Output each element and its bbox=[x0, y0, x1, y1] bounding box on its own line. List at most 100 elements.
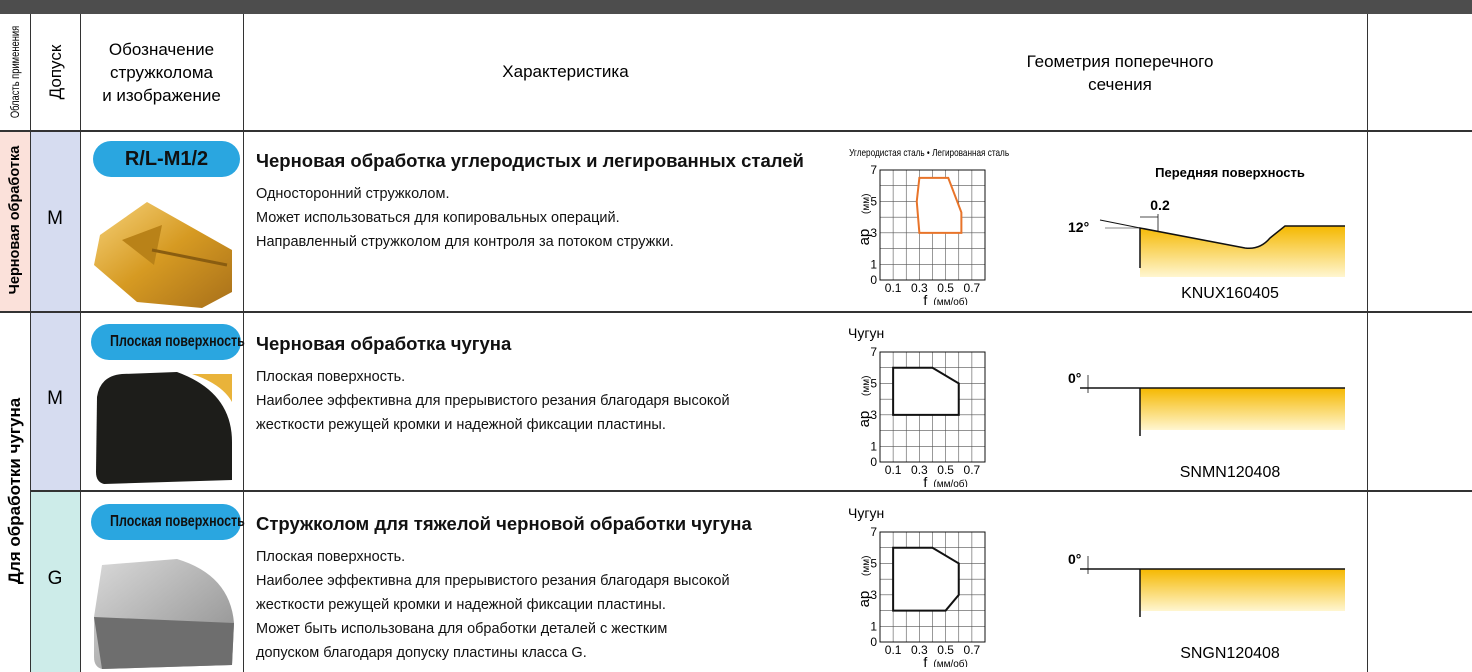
badge: Плоская поверхность bbox=[110, 513, 245, 530]
y-label: ap bbox=[856, 591, 873, 608]
header-line: Обозначение bbox=[108, 40, 215, 59]
x-tick-label: 0.3 bbox=[911, 463, 928, 477]
insert-code: SNMN120408 bbox=[1180, 464, 1281, 481]
range-area bbox=[892, 366, 960, 416]
header-bg bbox=[0, 14, 1367, 130]
x-tick-label: 0.1 bbox=[885, 281, 902, 295]
row-text: Черновая обработка углеродистых и легиро… bbox=[256, 150, 851, 254]
tol-bg bbox=[30, 311, 80, 490]
header-tolerance: Допуск bbox=[46, 44, 65, 100]
chart-title: Углеродистая сталь • Легированная сталь bbox=[849, 147, 1009, 158]
y-tick-label: 0 bbox=[870, 455, 877, 469]
tol-bg bbox=[30, 130, 80, 311]
x-tick-label: 0.7 bbox=[964, 463, 981, 477]
x-label: f bbox=[923, 292, 927, 305]
top-bar bbox=[0, 0, 1472, 14]
y-tick-label: 5 bbox=[870, 376, 877, 390]
rule bbox=[0, 311, 1472, 313]
header-designation: Обозначение стружколома и изображение bbox=[80, 38, 243, 107]
geometry-diagram: 0° SNMN120408 bbox=[1068, 370, 1345, 481]
rule bbox=[0, 130, 1472, 132]
range-chart: Углеродистая сталь • Легированная сталь 7… bbox=[849, 147, 1009, 305]
header-characteristic: Характеристика bbox=[502, 62, 629, 81]
angle-label: 12° bbox=[1068, 219, 1089, 235]
group-label: Для обработки чугуна bbox=[5, 397, 24, 585]
y-tick-label: 1 bbox=[870, 439, 877, 453]
y-tick-label: 1 bbox=[870, 619, 877, 633]
geometry-diagram: 0° SNGN120408 bbox=[1068, 551, 1345, 662]
header-line: Геометрия поперечного bbox=[1026, 52, 1214, 71]
header-area: Область применения bbox=[8, 25, 22, 119]
x-unit: (мм/об) bbox=[933, 296, 967, 305]
desc-line: Может быть использована для обработки де… bbox=[256, 621, 668, 637]
rule bbox=[243, 14, 244, 672]
tol-bg bbox=[30, 490, 80, 672]
desc-line: Наиболее эффективна для прерывистого рез… bbox=[256, 393, 730, 409]
row-text: Стружколом для тяжелой черновой обработк… bbox=[256, 513, 851, 665]
row-title: Черновая обработка чугуна bbox=[256, 333, 512, 354]
insert-code: SNGN120408 bbox=[1180, 645, 1280, 662]
x-tick-label: 0.1 bbox=[885, 643, 902, 657]
insert-image bbox=[96, 372, 232, 484]
y-tick-label: 7 bbox=[870, 525, 877, 539]
insert-code: KNUX160405 bbox=[1181, 285, 1279, 302]
x-label: f bbox=[923, 474, 927, 487]
desc-line: Направленный стружколом для контроля за … bbox=[256, 234, 674, 250]
tolerance: M bbox=[47, 208, 63, 229]
chart-title: Чугун bbox=[848, 505, 884, 521]
x-tick-label: 0.1 bbox=[885, 463, 902, 477]
desc-line: Плоская поверхность. bbox=[256, 549, 406, 565]
row-title: Черновая обработка углеродистых и легиро… bbox=[256, 150, 804, 171]
insert-image bbox=[94, 202, 232, 308]
x-tick-label: 0.5 bbox=[937, 643, 954, 657]
badge: Плоская поверхность bbox=[110, 333, 245, 350]
tolerance: M bbox=[47, 388, 63, 409]
y-tick-label: 7 bbox=[870, 163, 877, 177]
y-label: ap bbox=[856, 411, 873, 428]
rule bbox=[1367, 14, 1368, 672]
y-tick-label: 5 bbox=[870, 194, 877, 208]
y-tick-label: 3 bbox=[870, 226, 877, 240]
y-tick-label: 3 bbox=[870, 588, 877, 602]
y-unit: (мм) bbox=[861, 194, 872, 214]
angle-label: 0° bbox=[1068, 370, 1081, 386]
desc-line: Может использоваться для копировальных о… bbox=[256, 210, 620, 226]
row-text: Черновая обработка чугуна Плоская поверх… bbox=[256, 333, 851, 437]
y-tick-label: 7 bbox=[870, 345, 877, 359]
y-tick-label: 1 bbox=[870, 257, 877, 271]
frame bbox=[879, 351, 986, 463]
desc-line: жесткости режущей кромки и надежной фикс… bbox=[256, 597, 666, 613]
x-tick-label: 0.7 bbox=[964, 281, 981, 295]
y-tick-label: 3 bbox=[870, 408, 877, 422]
range-area bbox=[915, 176, 963, 234]
angle-label: 0° bbox=[1068, 551, 1081, 567]
x-tick-label: 0.3 bbox=[911, 281, 928, 295]
chart-title: Чугун bbox=[848, 325, 884, 341]
range-area bbox=[892, 546, 960, 612]
y-tick-label: 5 bbox=[870, 556, 877, 570]
desc-line: допуском благодаря допуску пластины клас… bbox=[256, 645, 587, 661]
group-bg bbox=[0, 130, 30, 311]
frame bbox=[879, 169, 986, 281]
row-title: Стружколом для тяжелой черновой обработк… bbox=[256, 513, 752, 534]
land-label: 0.2 bbox=[1150, 197, 1170, 213]
desc-line: Наиболее эффективна для прерывистого рез… bbox=[256, 573, 730, 589]
header-geometry: Геометрия поперечного сечения bbox=[900, 50, 1340, 96]
frame bbox=[879, 531, 986, 643]
x-tick-label: 0.5 bbox=[937, 281, 954, 295]
geometry-diagram: Передняя поверхность 0.2 12° KNUX160405 bbox=[1068, 165, 1345, 302]
x-tick-label: 0.5 bbox=[937, 463, 954, 477]
face-label: Передняя поверхность bbox=[1155, 165, 1305, 180]
y-tick-label: 0 bbox=[870, 273, 877, 287]
y-label: ap bbox=[856, 229, 873, 246]
rule bbox=[30, 14, 31, 672]
insert-image bbox=[94, 559, 234, 669]
rule bbox=[80, 14, 81, 672]
x-tick-label: 0.7 bbox=[964, 643, 981, 657]
x-label: f bbox=[923, 654, 927, 667]
rule bbox=[30, 490, 1472, 492]
desc-line: жесткости режущей кромки и надежной фикс… bbox=[256, 417, 666, 433]
y-unit: (мм) bbox=[861, 556, 872, 576]
header-line: стружколома bbox=[109, 63, 214, 82]
